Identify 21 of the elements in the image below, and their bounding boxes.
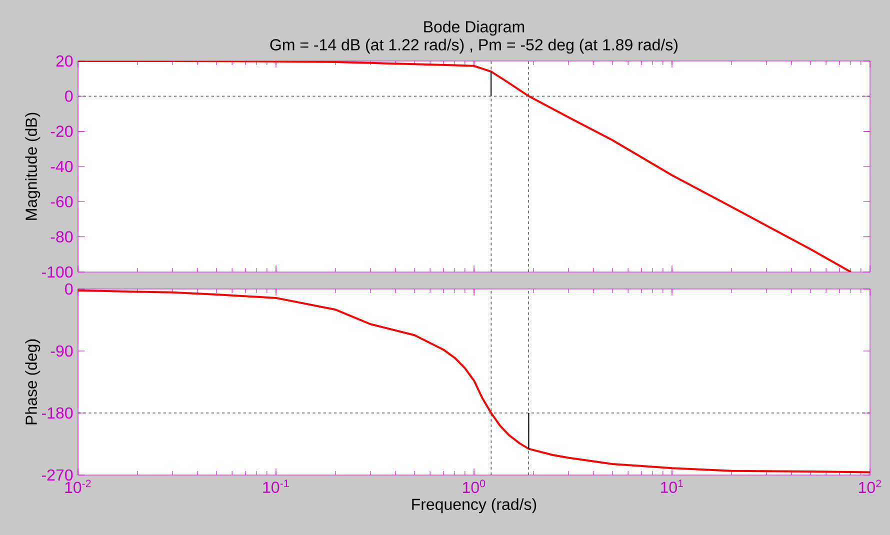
x-tick-label: 10$^{0}$ [463,480,486,494]
y-tick-label: 0 [65,90,73,102]
y-tick-label: -270 [42,469,73,481]
chart-subtitle: Gm = -14 dB (at 1.22 rad/s) , Pm = -52 deg (at 1.89 rad/s) [270,38,678,54]
y-axis-title: Phase (deg) [25,339,40,424]
y-tick-label: -60 [50,196,73,208]
x-axis-title: Frequency (rad/s) [412,498,536,514]
x-tick-label: 10$^{1}$ [661,480,684,493]
y-axis-title: Magnitude (dB) [25,112,40,220]
y-tick-label: -80 [50,231,73,242]
x-tick-label: 10$^{-1}$ [263,480,289,493]
y-tick-label: -90 [50,345,73,357]
y-tick-label: 0 [65,283,73,295]
y-tick-label: -180 [42,407,73,419]
x-tick-label: 10$^{-2}$ [65,480,91,494]
chart-title: Bode Diagram [424,20,524,36]
y-tick-label: 20 [56,55,73,67]
y-tick-label: -20 [50,126,73,137]
y-tick-label: -40 [50,160,73,172]
y-tick-label: -100 [42,266,73,278]
x-tick-label: 10$^{2}$ [859,480,881,494]
